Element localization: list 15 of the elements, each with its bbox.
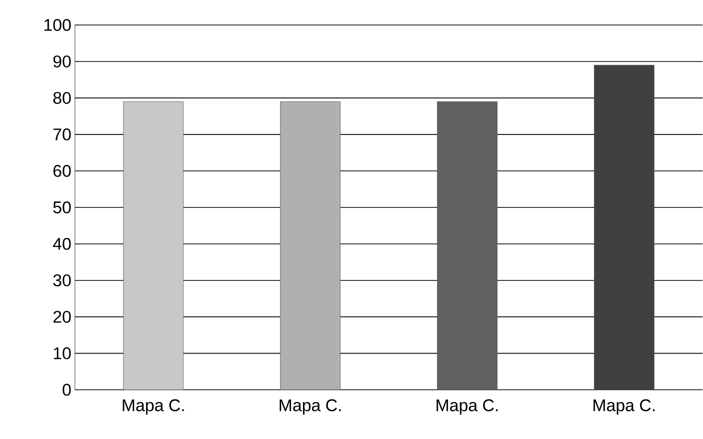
y-tick-label: 50 <box>53 202 71 214</box>
x-tick-label: Mapa C. <box>436 399 498 415</box>
x-tick-label: Mapa C. <box>122 399 184 415</box>
y-tick-label: 20 <box>53 310 71 323</box>
y-tick-label: 80 <box>53 92 71 104</box>
y-tick-label: 10 <box>54 347 71 360</box>
y-tick-label: 60 <box>53 165 71 178</box>
y-tick-label: 40 <box>53 238 71 250</box>
y-tick-label: 0 <box>62 384 71 396</box>
y-tick-label: 100 <box>44 19 71 32</box>
x-tick-label: Mapa C. <box>280 399 341 415</box>
y-tick-label: 70 <box>53 128 71 141</box>
x-tick-label: Mapa C. <box>594 399 655 415</box>
y-tick-label: 30 <box>53 274 71 286</box>
y-tick-label: 90 <box>53 56 71 68</box>
